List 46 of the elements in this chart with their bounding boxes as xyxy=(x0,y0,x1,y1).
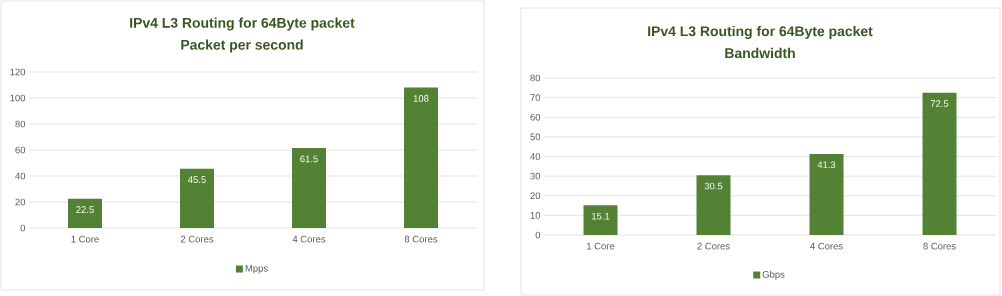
y-tick-label: 80 xyxy=(530,74,541,82)
y-tick-label: 100 xyxy=(10,94,26,102)
bar xyxy=(809,153,844,235)
y-tick-label: 70 xyxy=(530,94,541,101)
y-tick-label: 120 xyxy=(10,68,26,76)
y-tick-label: 50 xyxy=(530,133,541,141)
y-tick-label: 20 xyxy=(530,192,541,200)
chart-subtitle: Packet per second xyxy=(181,39,303,53)
data-label: 30.5 xyxy=(704,182,723,190)
x-tick-label: 4 Cores xyxy=(810,242,843,250)
y-tick-label: 60 xyxy=(530,113,541,121)
y-tick-label: 20 xyxy=(15,198,26,206)
data-label: 45.5 xyxy=(188,176,206,183)
y-tick-label: 40 xyxy=(530,153,541,160)
x-tick-label: 2 Cores xyxy=(180,235,214,243)
chart-title: IPv4 L3 Routing for 64Byte packet xyxy=(648,25,873,39)
bar xyxy=(922,92,957,235)
y-tick-label: 40 xyxy=(15,172,26,180)
x-tick-label: 1 Core xyxy=(71,235,99,243)
x-tick-label: 1 Core xyxy=(587,242,615,250)
x-tick-label: 8 Cores xyxy=(404,235,438,243)
data-label: 72.5 xyxy=(930,100,949,107)
y-tick-label: 30 xyxy=(530,172,541,180)
y-tick-label: 10 xyxy=(530,212,541,219)
data-label: 61.5 xyxy=(300,155,318,163)
x-tick-label: 2 Cores xyxy=(697,242,730,250)
x-tick-label: 8 Cores xyxy=(923,242,956,250)
data-label: 15.1 xyxy=(592,212,610,220)
data-label: 108 xyxy=(413,95,429,102)
chart-title: IPv4 L3 Routing for 64Byte packet xyxy=(130,17,355,31)
x-tick-label: 4 Cores xyxy=(292,235,326,243)
data-label: 22.5 xyxy=(76,206,94,213)
chart-subtitle: Bandwidth xyxy=(725,47,795,59)
data-label: 41.3 xyxy=(817,161,836,169)
bar xyxy=(292,148,327,228)
legend-label: Gbps xyxy=(762,270,785,280)
y-tick-label: 0 xyxy=(20,224,26,232)
y-tick-label: 0 xyxy=(535,231,541,239)
bar xyxy=(583,205,618,235)
y-tick-label: 80 xyxy=(15,120,26,128)
bar xyxy=(696,175,731,235)
y-tick-label: 60 xyxy=(15,146,26,154)
bar xyxy=(68,198,103,228)
legend-label: Mpps xyxy=(245,265,268,274)
bar xyxy=(180,168,215,228)
bar xyxy=(404,87,439,228)
